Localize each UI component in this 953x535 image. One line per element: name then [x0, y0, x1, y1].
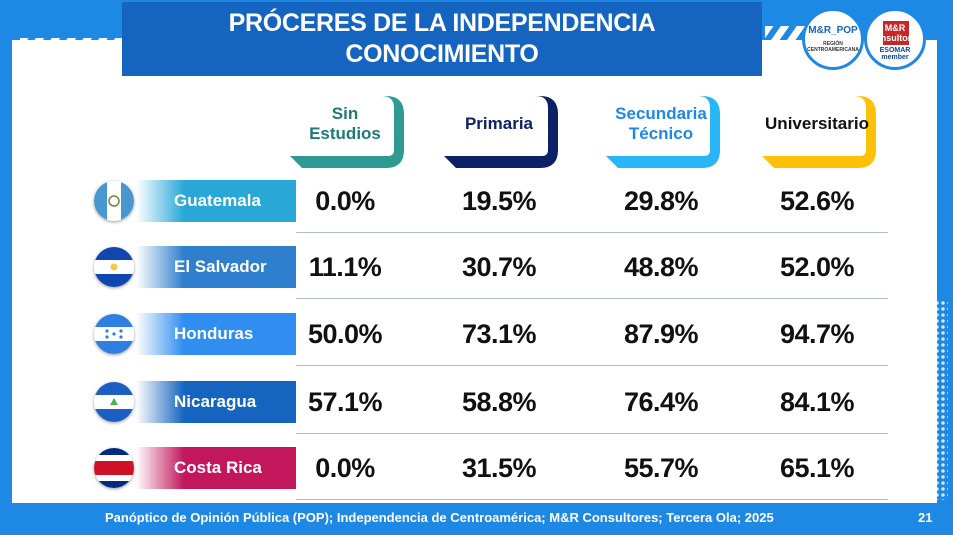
value-cell: 52.0%	[779, 252, 855, 282]
country-label-nicaragua: Nicaragua	[136, 381, 296, 423]
costa-rica-flag-icon	[94, 448, 134, 488]
source-footnote: Panóptico de Opinión Pública (POP); Inde…	[105, 510, 774, 525]
pop-logo: M&R_POP REGIÓN CENTROAMERICANA	[802, 8, 864, 70]
el-salvador-flag-icon	[94, 247, 134, 287]
column-header-2: Primaria	[436, 94, 562, 170]
column-header-1: Sin Estudios	[282, 94, 408, 170]
column-header-label: Secundaria Técnico	[615, 104, 707, 143]
pop-logo-sub: REGIÓN CENTROAMERICANA	[807, 41, 859, 53]
country-label-costa-rica: Costa Rica	[136, 447, 296, 489]
value-cell: 30.7%	[461, 252, 537, 282]
pop-logo-name: M&R_POP	[808, 25, 858, 36]
value-cell: 31.5%	[461, 453, 537, 483]
honduras-flag-icon	[94, 314, 134, 354]
value-cell: 50.0%	[307, 319, 383, 349]
value-cell: 87.9%	[623, 319, 699, 349]
column-header-3: Secundaria Técnico	[598, 94, 724, 170]
mr-logo-box	[883, 21, 909, 45]
value-cell: 84.1%	[779, 387, 855, 417]
column-header-label: Sin Estudios	[309, 104, 381, 143]
value-cell: 29.8%	[623, 186, 699, 216]
column-header-4: Universitario	[754, 94, 880, 170]
left-frame	[0, 0, 12, 535]
column-header-shape	[598, 94, 724, 170]
value-cell: 0.0%	[315, 453, 375, 483]
value-cell: 55.7%	[623, 453, 699, 483]
value-cell: 0.0%	[315, 186, 375, 216]
value-cell: 73.1%	[461, 319, 537, 349]
decorative-stripes-right	[765, 26, 805, 42]
row-separator	[296, 433, 888, 434]
value-cell: 19.5%	[461, 186, 537, 216]
mr-logo-sub: ESOMAR member	[879, 47, 911, 61]
decorative-stripes	[20, 38, 125, 54]
value-cell: 11.1%	[308, 252, 382, 282]
column-header-shape	[282, 94, 408, 170]
value-cell: 65.1%	[779, 453, 855, 483]
page-number: 21	[918, 510, 933, 525]
page-title: PRÓCERES DE LA INDEPENDENCIA	[228, 9, 656, 37]
row-separator	[296, 298, 888, 299]
footer-bar	[0, 503, 953, 535]
value-cell: 52.6%	[779, 186, 855, 216]
country-label-el-salvador: El Salvador	[136, 246, 296, 288]
column-header-shape	[754, 94, 880, 170]
value-cell: 58.8%	[461, 387, 537, 417]
row-separator	[296, 232, 888, 233]
value-cell: 48.8%	[623, 252, 699, 282]
row-separator	[296, 499, 888, 500]
page-subtitle: CONOCIMIENTO	[345, 40, 539, 68]
row-separator	[296, 365, 888, 366]
country-label-honduras: Honduras	[136, 313, 296, 355]
column-header-shape	[436, 94, 562, 170]
mr-logo-name: M&R Consultores	[868, 23, 922, 43]
country-label-guatemala: Guatemala	[136, 180, 296, 222]
nicaragua-flag-icon	[94, 382, 134, 422]
decorative-dots	[928, 300, 948, 500]
title-box: PRÓCERES DE LA INDEPENDENCIA CONOCIMIENT…	[122, 2, 762, 76]
value-cell: 76.4%	[623, 387, 699, 417]
column-header-label: Primaria	[464, 114, 534, 133]
mr-consultores-logo: M&R Consultores ESOMAR member	[864, 8, 926, 70]
value-cell: 94.7%	[779, 319, 855, 349]
value-cell: 57.1%	[307, 387, 383, 417]
guatemala-flag-icon	[94, 181, 134, 221]
column-header-label: Universitario	[765, 114, 869, 133]
